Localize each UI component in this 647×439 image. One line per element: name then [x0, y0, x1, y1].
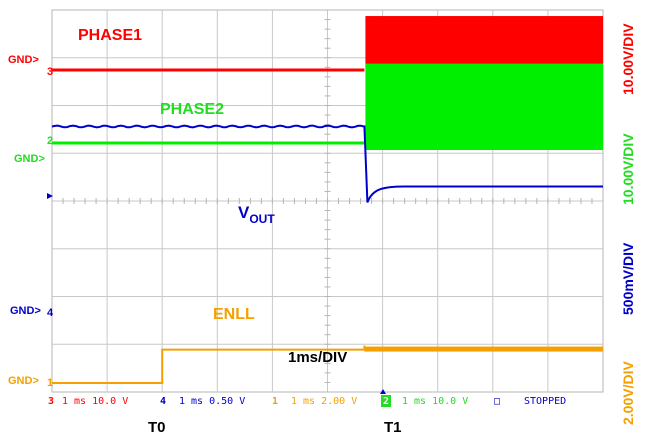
- marker-t0: T0: [148, 419, 166, 436]
- enll-trace-noisy: [364, 346, 603, 352]
- gnd-marker-vout: 4: [47, 307, 54, 319]
- vout-label-subscript: OUT: [249, 212, 275, 226]
- scale-enll: 2.00V/DIV: [620, 361, 636, 425]
- status-ch3-number: 3: [48, 396, 54, 407]
- status-ch1-number: 1: [272, 396, 278, 407]
- status-ch2-box: [381, 395, 391, 407]
- waveforms: [51, 16, 603, 384]
- status-line: 3 1 ms 10.0 V 4 1 ms 0.50 V 1 1 ms 2.00 …: [48, 395, 566, 407]
- status-ch2-number: 2: [383, 396, 389, 407]
- phase1-label: PHASE1: [78, 27, 142, 44]
- vout-ground-arrow: [47, 193, 53, 199]
- scale-vout: 500mV/DIV: [620, 242, 636, 315]
- gnd-label-phase2: GND>: [14, 153, 45, 165]
- phase2-switching-band: [365, 63, 603, 150]
- marker-t1: T1: [384, 419, 402, 436]
- enll-label: ENLL: [213, 306, 255, 323]
- status-state: STOPPED: [524, 396, 566, 407]
- status-ch1-settings: 1 ms 2.00 V: [291, 396, 357, 407]
- vout-label: VOUT: [238, 203, 275, 226]
- status-ch4-settings: 1 ms 0.50 V: [179, 396, 245, 407]
- gnd-label-vout: GND>: [10, 305, 41, 317]
- status-ch2-settings: 1 ms 10.0 V: [402, 396, 468, 407]
- gnd-marker-phase1: 3: [47, 66, 53, 78]
- phase2-label: PHASE2: [160, 101, 224, 118]
- timebase-label: 1ms/DIV: [288, 349, 347, 366]
- gnd-marker-enll: 1: [47, 377, 53, 389]
- gnd-marker-phase2: 2: [47, 135, 53, 147]
- status-ch3-settings: 1 ms 10.0 V: [62, 396, 128, 407]
- status-ch4-number: 4: [160, 396, 166, 407]
- vout-label-main: V: [238, 203, 250, 222]
- scale-phase1: 10.00V/DIV: [620, 23, 636, 95]
- scale-phase2: 10.00V/DIV: [620, 133, 636, 205]
- enll-trace: [52, 348, 365, 384]
- gnd-label-enll: GND>: [8, 375, 39, 387]
- trigger-marker-icon: [380, 389, 386, 394]
- status-state-box: □: [494, 396, 500, 407]
- vout-trace: [51, 124, 603, 203]
- gnd-label-phase1: GND>: [8, 54, 39, 66]
- phase1-switching-band: [365, 16, 603, 68]
